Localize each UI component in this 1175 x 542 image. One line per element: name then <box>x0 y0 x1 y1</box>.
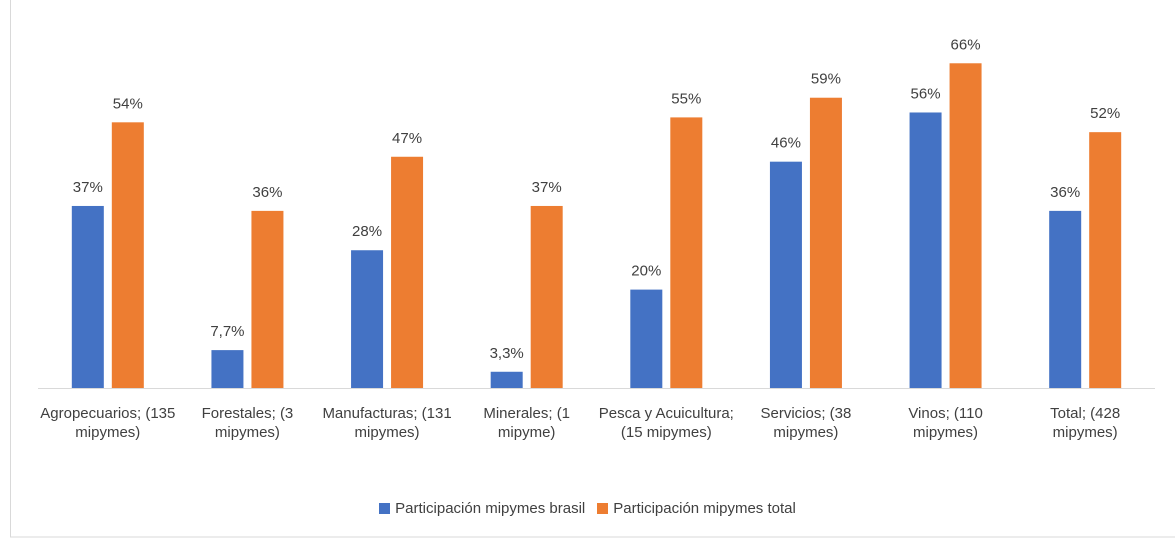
data-label: 46% <box>771 135 801 152</box>
legend-swatch <box>597 503 609 514</box>
data-label: 36% <box>1050 184 1080 201</box>
bar <box>630 289 663 388</box>
x-tick-label: Agropecuarios; (135 mipymes) <box>40 405 176 441</box>
x-tick-label: Servicios; (38 mipymes) <box>760 405 852 441</box>
bar <box>670 117 703 389</box>
data-label: 37% <box>73 179 103 196</box>
data-label: 66% <box>951 36 981 53</box>
bar <box>391 156 424 388</box>
bar <box>809 97 842 388</box>
bar <box>1089 132 1122 388</box>
data-label: 54% <box>113 95 143 112</box>
legend-item: Participación mipymes total <box>597 500 796 517</box>
bar <box>490 371 523 388</box>
data-label: 56% <box>911 85 941 102</box>
data-label: 55% <box>671 90 701 107</box>
data-label: 52% <box>1090 105 1120 122</box>
bar <box>251 210 284 388</box>
bar <box>530 205 563 388</box>
data-label: 3,3% <box>490 345 524 362</box>
bar <box>71 205 104 388</box>
x-tick-label: Manufacturas; (131 mipymes) <box>322 405 452 441</box>
bar <box>211 350 244 388</box>
legend-swatch <box>379 503 391 514</box>
legend-label: Participación mipymes total <box>613 500 796 517</box>
x-tick-label: Total; (428 mipymes) <box>1050 405 1121 441</box>
data-label: 59% <box>811 71 841 88</box>
x-tick-label: Forestales; (3 mipymes) <box>201 405 294 441</box>
x-tick-label: Vinos; (110 mipymes) <box>908 405 983 441</box>
legend: Participación mipymes brasil Participació… <box>0 500 1175 518</box>
bar <box>111 122 144 388</box>
data-label: 47% <box>392 130 422 147</box>
data-label: 28% <box>352 223 382 240</box>
data-label: 37% <box>532 179 562 196</box>
bar <box>351 250 384 388</box>
legend-item: Participación mipymes brasil <box>379 500 585 517</box>
bar <box>769 161 802 388</box>
bar <box>1049 210 1082 388</box>
legend-label: Participación mipymes brasil <box>395 500 586 517</box>
x-tick-label: Pesca y Acuicultura; (15 mipymes) <box>598 405 734 441</box>
x-tick-label: Minerales; (1 mipyme) <box>483 405 571 441</box>
data-label: 20% <box>631 263 661 280</box>
data-label: 36% <box>252 184 282 201</box>
data-label: 7,7% <box>210 323 244 340</box>
bar <box>909 112 942 388</box>
chart-frame <box>10 0 1175 538</box>
bar <box>949 63 982 388</box>
